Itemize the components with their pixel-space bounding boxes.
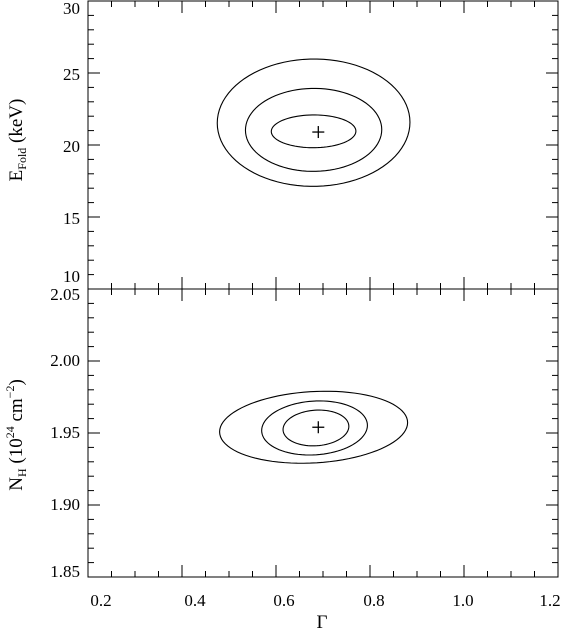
xtick-0.8: 0.8 bbox=[363, 591, 384, 610]
bottom-contour-2 bbox=[261, 400, 368, 456]
bottom-contour-3 bbox=[219, 390, 409, 464]
top-ytick-10: 10 bbox=[63, 267, 80, 286]
bottom-ylabel-rest2: cm bbox=[6, 398, 27, 426]
xtick-0.2: 0.2 bbox=[90, 591, 111, 610]
bottom-ytick-1.95: 1.95 bbox=[50, 423, 80, 442]
bottom-ytick-1.90: 1.90 bbox=[50, 495, 80, 514]
top-ytick-20: 20 bbox=[63, 137, 80, 156]
bottom-y-axis-title: NH (1024 cm−2) bbox=[3, 379, 29, 491]
top-contours bbox=[216, 58, 411, 187]
top-ylabel-main: E bbox=[6, 170, 27, 182]
top-ytick-25: 25 bbox=[63, 65, 80, 84]
bottom-ytick-2.05: 2.05 bbox=[50, 285, 80, 304]
bottom-ylabel-rest: (10 bbox=[6, 438, 27, 468]
bottom-ylabel-sub: H bbox=[15, 468, 29, 477]
bottom-ylabel-rest3: ) bbox=[6, 379, 27, 385]
xtick-1.0: 1.0 bbox=[452, 591, 473, 610]
x-tick-labels: 0.2 0.4 0.6 0.8 1.0 1.2 bbox=[90, 591, 560, 610]
top-plot-frame bbox=[87, 0, 559, 290]
bottom-ylabel-sup: 24 bbox=[3, 426, 17, 438]
top-contour-2 bbox=[244, 87, 383, 172]
top-ticks bbox=[87, 0, 559, 290]
top-y-axis-title: EFold (keV) bbox=[6, 99, 29, 182]
bottom-y-tick-labels: 1.85 1.90 1.95 2.00 2.05 bbox=[50, 285, 80, 581]
top-ytick-15: 15 bbox=[63, 209, 80, 228]
bottom-ytick-1.85: 1.85 bbox=[50, 562, 80, 581]
xtick-1.2: 1.2 bbox=[539, 591, 560, 610]
bottom-plot-frame bbox=[87, 288, 559, 578]
x-axis-title: Γ bbox=[317, 612, 328, 631]
xtick-0.6: 0.6 bbox=[273, 591, 294, 610]
bottom-contours bbox=[219, 390, 409, 464]
bottom-panel: 1.85 1.90 1.95 2.00 2.05 0.2 0.4 0.6 0.8… bbox=[3, 285, 561, 631]
top-panel: 10 15 20 25 30 EFold (keV) bbox=[6, 0, 559, 290]
top-best-fit-marker bbox=[312, 126, 325, 139]
top-contour-3 bbox=[216, 58, 411, 187]
bottom-ylabel-sup2: −2 bbox=[3, 386, 17, 399]
bottom-ticks bbox=[87, 288, 559, 578]
top-contour-1 bbox=[270, 114, 357, 149]
bottom-ylabel-main: N bbox=[6, 477, 27, 491]
bottom-best-fit-marker bbox=[312, 421, 325, 434]
bottom-contour-1 bbox=[282, 409, 350, 447]
bottom-ytick-2.00: 2.00 bbox=[50, 351, 80, 370]
top-y-tick-labels: 10 15 20 25 30 bbox=[63, 0, 80, 286]
top-ylabel-rest: (keV) bbox=[6, 99, 27, 148]
top-ytick-30: 30 bbox=[63, 0, 80, 18]
top-ylabel-sub: Fold bbox=[15, 148, 29, 170]
xtick-0.4: 0.4 bbox=[184, 591, 206, 610]
